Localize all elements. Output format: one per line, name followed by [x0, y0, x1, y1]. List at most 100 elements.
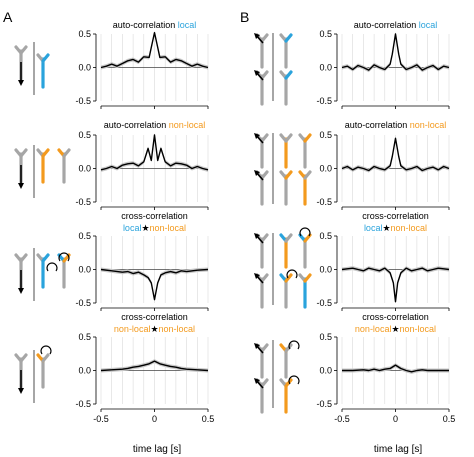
title-part: auto-correlation [354, 20, 419, 30]
y-shape-icon [279, 70, 293, 106]
curved-arrow-icon [58, 252, 70, 262]
y-tick-label: 0.5 [319, 29, 332, 39]
y-tick-label: 0.5 [78, 332, 91, 342]
title-part: cross-correlation [362, 312, 429, 322]
y-tick-label: -0.5 [316, 96, 332, 106]
title-part: non-local [169, 120, 206, 130]
x-tick-label: -0.5 [334, 414, 350, 424]
x-tick-label: 0 [393, 414, 398, 424]
schematic-icons [14, 33, 312, 414]
title-part: auto-correlation [113, 20, 178, 30]
y-tick-label: -0.5 [316, 197, 332, 207]
title-part: ★ [141, 223, 149, 233]
series-line [100, 134, 209, 171]
y-shape-icon [255, 343, 269, 379]
panel-label-b: B [240, 9, 249, 25]
y-shape-icon [279, 233, 293, 269]
y-shape-icon [255, 33, 269, 69]
y-shape-icon [279, 273, 293, 309]
y-shape-icon [298, 233, 312, 269]
x-tick-label: 0.5 [202, 414, 215, 424]
y-shape-icon [36, 53, 50, 89]
chart-title: cross-correlation [362, 211, 429, 221]
arrowhead-icon [254, 378, 260, 384]
chart-title: auto-correlation local [113, 20, 197, 30]
chart-title: local★non-local [123, 223, 186, 233]
plots-layer: 0.5 0.0 -0.5 auto-correlation local 0.5 0.0 -0… [75, 20, 455, 424]
series-line [342, 364, 449, 373]
curved-arrow-icon [46, 262, 58, 272]
arrowhead-icon [18, 288, 24, 294]
arrowhead-icon [254, 273, 260, 279]
chart-title: cross-correlation [121, 312, 188, 322]
y-tick-label: 0.5 [78, 231, 91, 241]
y-shape-icon [279, 378, 293, 414]
title-part: non-local [400, 324, 437, 334]
chart-title: auto-correlation non-local [345, 120, 447, 130]
y-tick-label: 0.0 [319, 265, 332, 275]
arrowhead-icon [254, 133, 260, 139]
y-shape-icon [298, 133, 312, 169]
chart-a-1: 0.5 0.0 -0.5 auto-correlation local [75, 20, 209, 109]
chart-title: local★non-local [364, 223, 427, 233]
title-part: non-local [114, 324, 151, 334]
series-line [100, 31, 209, 69]
chart-b-3: 0.5 0.0 -0.5 cross-correlation local★non-loc… [316, 211, 450, 311]
title-part: ★ [382, 223, 390, 233]
chart-a-3: 0.5 0.0 -0.5 cross-correlation local★non-loc… [75, 211, 209, 311]
y-shape-icon [298, 170, 312, 206]
panel-label-a: A [3, 9, 13, 25]
y-shape-icon [298, 273, 312, 309]
arrowhead-icon [254, 70, 260, 76]
chart-title: auto-correlation local [354, 20, 438, 30]
title-part: local [178, 20, 197, 30]
y-tick-label: -0.5 [75, 96, 91, 106]
chart-title: cross-correlation [121, 211, 188, 221]
y-tick-label: 0.0 [78, 366, 91, 376]
x-tick-label: 0 [152, 414, 157, 424]
y-tick-label: -0.5 [316, 399, 332, 409]
chart-a-2: 0.5 0.0 -0.5 auto-correlation non-local [75, 120, 209, 210]
y-shape-icon [255, 170, 269, 206]
confidence-band [342, 31, 449, 73]
y-shape-icon [255, 233, 269, 269]
arrowhead-icon [18, 388, 24, 394]
chart-a-4: 0.5 0.0 -0.5-0.5 0 0.5 cross-correlation non-l… [75, 312, 214, 424]
y-tick-label: -0.5 [75, 298, 91, 308]
arrowhead-icon [254, 33, 260, 39]
y-shape-icon [279, 343, 293, 379]
series-line [341, 267, 450, 303]
y-tick-label: 0.5 [319, 231, 332, 241]
y-tick-label: -0.5 [316, 298, 332, 308]
arrowhead-icon [254, 233, 260, 239]
y-shape-icon [255, 133, 269, 169]
y-shape-icon [279, 133, 293, 169]
y-shape-icon [36, 148, 50, 184]
title-part: auto-correlation [345, 120, 410, 130]
arrowhead-icon [254, 170, 260, 176]
y-shape-icon [255, 273, 269, 309]
y-shape-icon [255, 378, 269, 414]
arrowhead-icon [18, 183, 24, 189]
y-tick-label: -0.5 [75, 399, 91, 409]
series-line [100, 360, 209, 372]
title-part: cross-correlation [121, 211, 188, 221]
icons-panel-b [254, 33, 312, 414]
icons-panel-a [14, 42, 71, 403]
y-tick-label: 0.0 [319, 366, 332, 376]
y-shape-icon [255, 70, 269, 106]
series-line [341, 137, 450, 172]
chart-b-2: 0.5 0.0 -0.5 auto-correlation non-local [316, 120, 450, 210]
x-axis-label-b: time lag [s] [374, 444, 423, 455]
confidence-band [101, 30, 208, 70]
y-tick-label: 0.0 [319, 164, 332, 174]
chart-title: auto-correlation non-local [104, 120, 206, 130]
curved-arrow-icon [299, 227, 311, 237]
title-part: non-local [150, 223, 187, 233]
title-part: local [419, 20, 438, 30]
x-axis-label-a: time lag [s] [133, 444, 182, 455]
confidence-band [342, 266, 449, 304]
y-shape-icon [36, 253, 50, 289]
title-part: non-local [355, 324, 392, 334]
